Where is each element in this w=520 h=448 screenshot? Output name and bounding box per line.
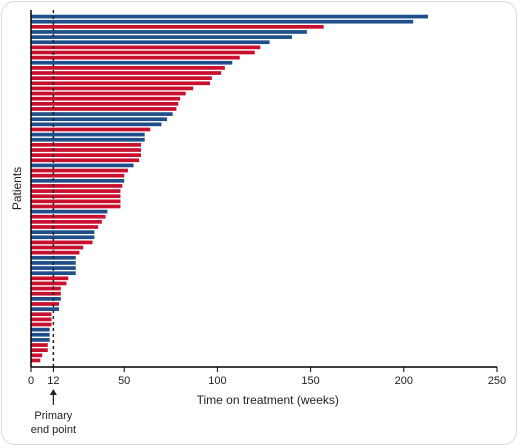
patient-bar (31, 30, 307, 34)
patient-bar (31, 327, 50, 332)
patient-bar (31, 173, 125, 178)
patient-bar (31, 112, 173, 116)
patient-bar (31, 50, 255, 55)
patient-bar (31, 96, 181, 101)
patient-bar (31, 214, 106, 219)
x-tick-label: 50 (118, 375, 130, 387)
patient-bar (31, 338, 50, 342)
patient-bar (31, 127, 151, 132)
patient-bar (31, 163, 134, 168)
patient-bar (31, 91, 186, 96)
patient-bar (31, 271, 76, 276)
x-tick-label: 250 (488, 375, 506, 387)
patient-bar (31, 148, 141, 152)
patient-bar (31, 297, 61, 301)
patient-bar (31, 81, 210, 86)
patient-bar (31, 250, 80, 255)
patient-bar (31, 240, 93, 245)
patient-bar (31, 348, 48, 353)
patient-bar (31, 76, 212, 81)
x-tick-label: 150 (301, 375, 319, 387)
patient-bar (31, 302, 59, 306)
patient-bar (31, 71, 222, 75)
patient-bar (31, 168, 128, 173)
patient-bar (31, 209, 108, 214)
patient-bar (31, 66, 225, 70)
patient-bar (31, 235, 95, 240)
y-axis-title: Patients (10, 167, 24, 210)
x-tick-label: 12 (47, 375, 59, 387)
patient-bar (31, 122, 162, 127)
patient-bar (31, 24, 324, 29)
x-tick-label: 200 (395, 375, 413, 387)
patient-bar (31, 153, 141, 157)
patient-bar (31, 358, 41, 363)
x-tick-label: 0 (28, 375, 34, 387)
patient-bar (31, 281, 67, 286)
patient-bar (31, 307, 59, 311)
patient-bar (31, 199, 121, 204)
primary-end-point-label-line2: end point (31, 424, 76, 436)
patient-bar (31, 158, 140, 163)
patient-bar (31, 194, 121, 199)
patient-bar (31, 40, 270, 45)
patient-bar (31, 276, 69, 281)
x-tick-label: 100 (208, 375, 226, 387)
patient-bar (31, 189, 121, 193)
patient-bar (31, 86, 194, 91)
patient-bar (31, 332, 50, 337)
patient-bar (31, 137, 145, 142)
patient-bar (31, 45, 261, 50)
patient-bar (31, 143, 141, 147)
patient-bar (31, 291, 61, 296)
patient-bar (31, 117, 168, 122)
primary-end-point-arrow (49, 389, 57, 405)
patient-bar (31, 14, 429, 19)
patient-bar (31, 245, 84, 250)
patient-bar (31, 132, 145, 137)
arrow-head (49, 389, 57, 395)
patient-bar (31, 230, 95, 234)
x-axis-ticks: 0 12 50 100 150 200 250 (28, 367, 506, 387)
patient-bar (31, 343, 48, 347)
patient-bar (31, 225, 99, 229)
patient-bar (31, 286, 61, 291)
patient-bar (31, 184, 123, 188)
patient-bar (31, 55, 240, 60)
patient-bar (31, 178, 125, 183)
x-axis-title: Time on treatment (weeks) (197, 393, 339, 407)
patient-bar (31, 35, 292, 39)
patient-bar (31, 353, 43, 358)
bars-layer (31, 14, 429, 363)
patient-bar (31, 322, 52, 327)
patient-bar (31, 312, 52, 317)
patient-bar (31, 204, 121, 209)
patient-bar (31, 101, 179, 106)
patient-bar (31, 60, 233, 65)
patient-bar (31, 107, 177, 111)
patient-bar (31, 317, 52, 322)
patient-bar (31, 220, 102, 224)
primary-end-point-label-line1: Primary (34, 410, 72, 422)
patient-bar (31, 19, 414, 24)
